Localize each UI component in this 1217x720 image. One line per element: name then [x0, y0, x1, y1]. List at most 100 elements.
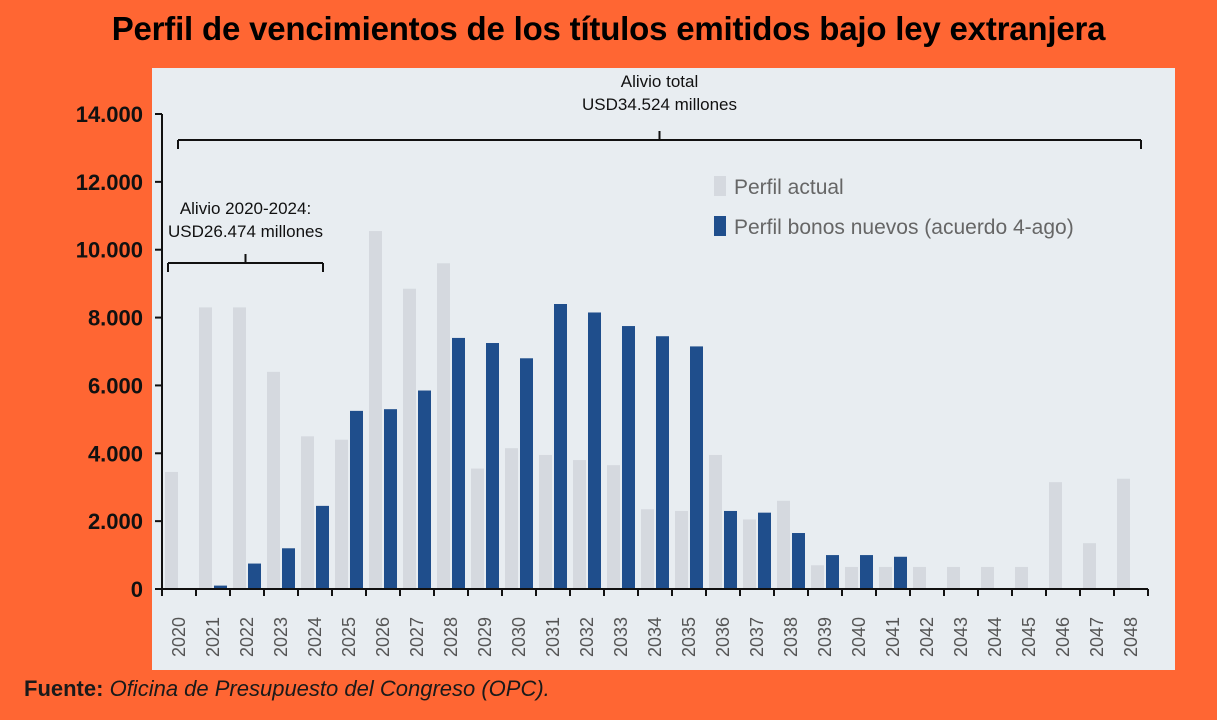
x-tick-label: 2021 — [203, 617, 223, 657]
x-tick-label: 2023 — [271, 617, 291, 657]
y-tick-label: 4.000 — [88, 441, 143, 466]
annotation-alivio-total: Alivio total USD34.524 millones — [177, 72, 1142, 149]
bar-perfil-bonos-nuevos — [622, 326, 635, 589]
annotation-text: Alivio 2020-2024: — [180, 199, 311, 218]
x-tick-label: 2020 — [169, 617, 189, 657]
x-tick-label: 2022 — [237, 617, 257, 657]
x-tick-label: 2039 — [815, 617, 835, 657]
bar-perfil-actual — [471, 468, 484, 589]
bar-perfil-actual — [301, 436, 314, 589]
bar-perfil-actual — [607, 465, 620, 589]
bar-perfil-actual — [777, 500, 790, 589]
x-tick-label: 2043 — [951, 617, 971, 657]
x-axis: 2020 2021 2022 2023 2024 2025 2026 2027 2028 2029… — [161, 588, 1149, 657]
source-note: Fuente: Oficina de Presupuesto del Congr… — [24, 676, 550, 702]
y-tick-label: 14.000 — [76, 102, 143, 127]
bar-perfil-bonos-nuevos — [724, 510, 737, 589]
legend-label: Perfil actual — [734, 176, 844, 199]
x-tick-label: 2036 — [713, 617, 733, 657]
bar-perfil-bonos-nuevos — [894, 556, 907, 589]
annotation-alivio-2020-2024: Alivio 2020-2024: USD26.474 millones — [167, 199, 324, 272]
x-tick-label: 2026 — [373, 617, 393, 657]
bar-perfil-actual — [981, 566, 994, 589]
x-tick-label: 2040 — [849, 617, 869, 657]
bar-perfil-bonos-nuevos — [384, 409, 397, 589]
legend: Perfil actual Perfil bonos nuevos (acuerd… — [714, 176, 1074, 239]
x-tick-label: 2047 — [1087, 617, 1107, 657]
x-tick-label: 2027 — [407, 617, 427, 657]
y-tick-label: 0 — [131, 577, 143, 602]
x-tick-label: 2035 — [679, 617, 699, 657]
bar-perfil-actual — [505, 448, 518, 589]
x-tick-label: 2034 — [645, 617, 665, 657]
x-tick-label: 2041 — [883, 617, 903, 657]
bar-perfil-bonos-nuevos — [316, 505, 329, 589]
bar-perfil-bonos-nuevos — [418, 390, 431, 589]
x-tick-label: 2048 — [1121, 617, 1141, 657]
x-tick-label: 2025 — [339, 617, 359, 657]
x-tick-label: 2031 — [543, 617, 563, 657]
x-tick-label: 2028 — [441, 617, 461, 657]
bar-perfil-bonos-nuevos — [690, 346, 703, 589]
bar-perfil-bonos-nuevos — [554, 304, 567, 589]
annotation-text: Alivio total — [621, 72, 698, 91]
bar-perfil-actual — [335, 439, 348, 589]
bar-perfil-bonos-nuevos — [214, 585, 227, 589]
x-tick-label: 2024 — [305, 617, 325, 657]
x-tick-label: 2030 — [509, 617, 529, 657]
bar-perfil-actual — [1117, 478, 1130, 589]
bar-perfil-actual — [1049, 482, 1062, 589]
source-text: Oficina de Presupuesto del Congreso (OPC… — [109, 676, 550, 701]
bar-perfil-bonos-nuevos — [248, 563, 261, 589]
legend-label: Perfil bonos nuevos (acuerdo 4-ago) — [734, 216, 1074, 239]
bar-perfil-actual — [573, 460, 586, 589]
y-axis: 0 2.000 4.000 6.000 8.000 10.000 12.000 14.000 — [76, 102, 163, 602]
bar-perfil-actual — [811, 565, 824, 589]
x-tick-label: 2046 — [1053, 617, 1073, 657]
bar-perfil-bonos-nuevos — [350, 410, 363, 589]
x-tick-label: 2045 — [1019, 617, 1039, 657]
bars — [165, 231, 1130, 589]
bar-perfil-actual — [913, 566, 926, 589]
bar-perfil-bonos-nuevos — [792, 533, 805, 589]
bar-perfil-actual — [233, 307, 246, 589]
bar-perfil-actual — [845, 566, 858, 589]
x-tick-label: 2033 — [611, 617, 631, 657]
x-tick-label: 2037 — [747, 617, 767, 657]
bar-perfil-bonos-nuevos — [282, 548, 295, 589]
legend-swatch — [714, 176, 726, 196]
source-label: Fuente: — [24, 676, 104, 701]
y-tick-label: 12.000 — [76, 170, 143, 195]
bar-perfil-actual — [369, 231, 382, 589]
bar-perfil-bonos-nuevos — [452, 337, 465, 589]
bar-perfil-actual — [641, 509, 654, 589]
bar-perfil-actual — [947, 566, 960, 589]
chart-title: Perfil de vencimientos de los títulos em… — [111, 10, 1106, 47]
x-tick-label: 2032 — [577, 617, 597, 657]
y-tick-label: 2.000 — [88, 509, 143, 534]
x-tick-label: 2038 — [781, 617, 801, 657]
y-tick-label: 8.000 — [88, 306, 143, 331]
bar-perfil-bonos-nuevos — [758, 512, 771, 589]
annotations: Alivio total USD34.524 millones Alivio 202… — [167, 72, 1142, 272]
bar-perfil-bonos-nuevos — [486, 343, 499, 589]
bar-perfil-actual — [1015, 566, 1028, 589]
annotation-text: USD34.524 millones — [582, 95, 737, 114]
x-tick-label: 2042 — [917, 617, 937, 657]
bar-perfil-actual — [165, 471, 178, 589]
x-tick-label: 2044 — [985, 617, 1005, 657]
bar-perfil-actual — [199, 307, 212, 589]
bar-perfil-actual — [879, 566, 892, 589]
x-tick-label: 2029 — [475, 617, 495, 657]
bar-perfil-actual — [1083, 543, 1096, 589]
y-tick-label: 10.000 — [76, 238, 143, 263]
bar-perfil-bonos-nuevos — [860, 555, 873, 589]
annotation-text: USD26.474 millones — [168, 222, 323, 241]
bar-perfil-bonos-nuevos — [656, 336, 669, 589]
bar-perfil-actual — [539, 454, 552, 589]
bar-perfil-actual — [437, 263, 450, 589]
bar-perfil-actual — [267, 371, 280, 589]
bar-perfil-actual — [709, 454, 722, 589]
y-tick-label: 6.000 — [88, 373, 143, 398]
